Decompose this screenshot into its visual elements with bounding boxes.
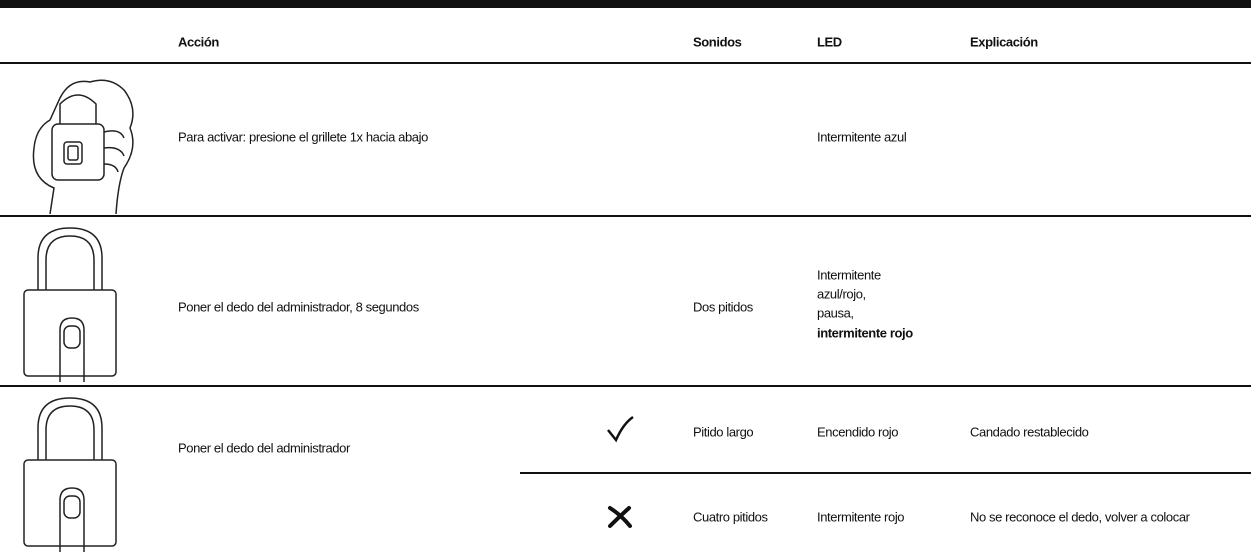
action: Para activar: presione el grillete 1x ha… xyxy=(178,129,428,145)
header-explanation: Explicación xyxy=(970,34,1038,50)
top-bar xyxy=(0,0,1251,8)
action: Poner el dedo del administrador, 8 segun… xyxy=(178,299,419,315)
rule xyxy=(0,62,1251,64)
led-bold: intermitente rojo xyxy=(817,325,913,341)
padlock-icon xyxy=(23,227,117,382)
sounds: Cuatro pitidos xyxy=(693,509,768,525)
led-line: Intermitente xyxy=(817,267,881,283)
sounds: Pitido largo xyxy=(693,424,754,440)
led: Intermitente azul xyxy=(817,129,907,145)
check-icon xyxy=(607,415,634,443)
action: Poner el dedo del administrador xyxy=(178,440,350,456)
rule xyxy=(0,385,1251,387)
cross-icon xyxy=(608,506,632,528)
header-action: Acción xyxy=(178,34,219,50)
hand-icon xyxy=(32,79,134,215)
explanation: No se reconoce el dedo, volver a colocar xyxy=(970,509,1190,525)
led-line: azul/rojo, xyxy=(817,286,866,302)
led: Encendido rojo xyxy=(817,424,899,440)
header-led: LED xyxy=(817,34,842,50)
padlock-icon xyxy=(23,397,117,552)
explanation: Candado restablecido xyxy=(970,424,1089,440)
led-line: pausa, xyxy=(817,305,854,321)
rule xyxy=(520,472,1251,474)
sounds: Dos pitidos xyxy=(693,299,753,315)
header-sounds: Sonidos xyxy=(693,34,742,50)
rule xyxy=(0,215,1251,217)
led: Intermitente rojo xyxy=(817,509,905,525)
